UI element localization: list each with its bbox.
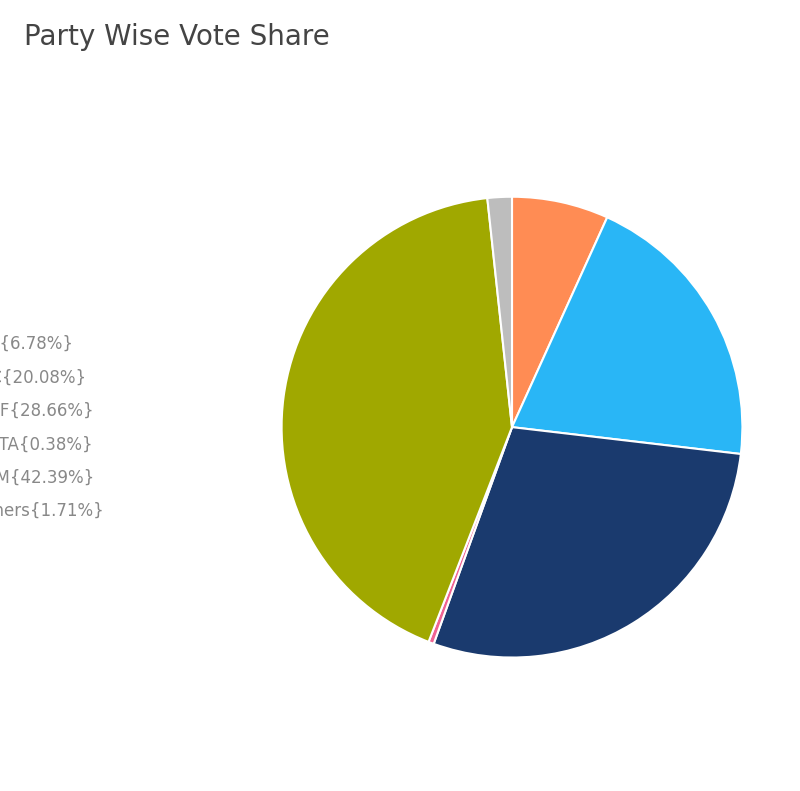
Wedge shape <box>512 218 742 454</box>
Wedge shape <box>487 197 512 427</box>
Text: Party Wise Vote Share: Party Wise Vote Share <box>24 23 330 51</box>
Wedge shape <box>434 427 741 657</box>
Wedge shape <box>512 197 607 427</box>
Wedge shape <box>429 427 512 644</box>
Legend: BJP{6.78%}, INC{20.08%}, MNF{28.66%}, NOTA{0.38%}, ZPM{42.39%}, Others{1.71%}: BJP{6.78%}, INC{20.08%}, MNF{28.66%}, NO… <box>0 326 112 528</box>
Wedge shape <box>282 198 512 642</box>
